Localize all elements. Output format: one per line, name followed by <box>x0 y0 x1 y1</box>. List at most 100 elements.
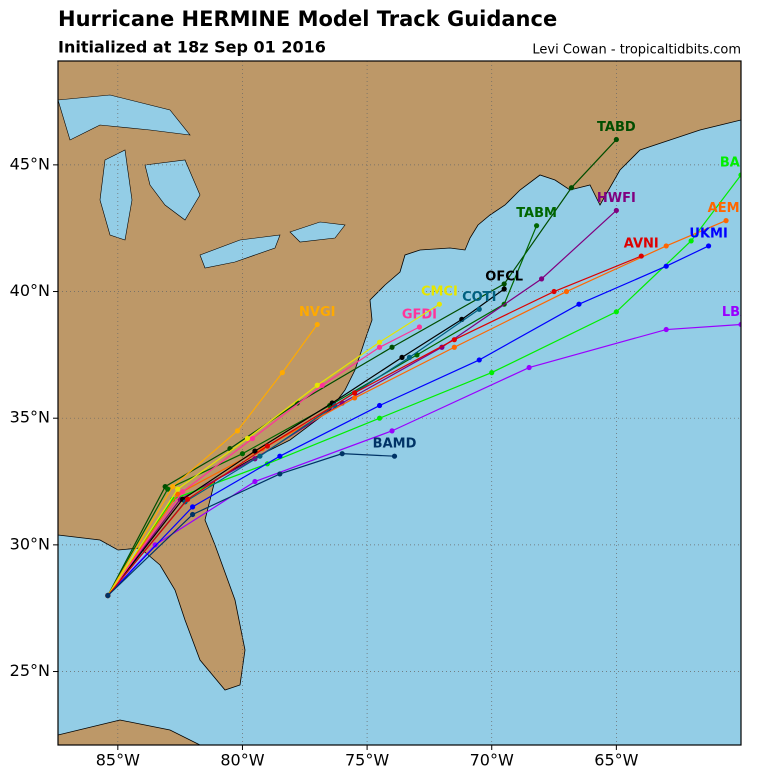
model-label: TABM <box>516 206 557 221</box>
track-point <box>105 592 111 599</box>
track-point <box>352 395 358 401</box>
track-point <box>416 324 423 330</box>
track-point <box>663 263 669 269</box>
x-tick-label: 65°W <box>594 751 638 768</box>
track-point <box>526 364 532 371</box>
track-point <box>568 185 575 191</box>
model-label: NVGI <box>299 305 335 320</box>
model-label: AVNI <box>624 237 659 252</box>
model-label: BAMS <box>720 156 762 171</box>
track-point <box>501 281 507 287</box>
track-line <box>107 303 440 596</box>
great-lakes <box>58 94 346 269</box>
title: Hurricane HERMINE Model Track Guidance <box>58 7 557 31</box>
model-label: AEMI <box>708 201 745 216</box>
track-point <box>376 402 383 409</box>
tracks: TABDTABMHWFIBAMSAEMILBARUKMIOFCLCOTIGFDI… <box>105 120 762 599</box>
track-point <box>738 321 741 328</box>
y-tick-label: 35°N <box>10 408 50 427</box>
track-point <box>613 136 619 143</box>
track-point <box>239 451 246 457</box>
track-point <box>663 243 669 249</box>
cuba <box>58 719 201 745</box>
model-label: LBAR <box>722 305 760 320</box>
track-point <box>319 382 325 388</box>
track-point <box>436 301 442 307</box>
track-point <box>723 218 729 224</box>
track-point <box>399 354 405 360</box>
track-point <box>476 357 482 363</box>
track-line <box>107 139 617 596</box>
track-point <box>314 321 320 328</box>
y-tick-label: 45°N <box>10 154 50 173</box>
model-label: TABD <box>597 120 636 135</box>
y-tick-label: 25°N <box>10 661 50 680</box>
x-tick-label: 70°W <box>470 751 514 768</box>
track-point <box>705 243 712 249</box>
land <box>58 61 741 691</box>
track-line <box>107 245 709 596</box>
track-point <box>538 276 545 282</box>
track-point <box>406 354 413 360</box>
track-point <box>489 370 495 376</box>
track-point <box>244 435 251 442</box>
track-point <box>234 428 241 434</box>
track-line <box>107 326 420 596</box>
model-label: OFCL <box>485 270 523 285</box>
track-point <box>688 238 694 244</box>
x-tick-label: 80°W <box>220 751 264 768</box>
map-area: TABDTABMHWFIBAMSAEMILBARUKMIOFCLCOTIGFDI… <box>58 61 762 745</box>
track-point <box>252 448 258 454</box>
track-point <box>264 443 270 449</box>
track-point <box>638 253 644 259</box>
track-point <box>175 486 181 492</box>
y-tick-label: 30°N <box>10 534 50 553</box>
track-point <box>257 453 263 459</box>
track-point <box>376 339 383 345</box>
track-point <box>314 382 320 388</box>
track-point <box>476 306 482 312</box>
model-label: CMCI <box>421 285 458 300</box>
track-point <box>501 286 507 292</box>
track-point <box>185 496 191 502</box>
track-point <box>663 326 669 333</box>
track-point <box>563 288 570 295</box>
model-label: HWFI <box>597 191 636 206</box>
track-point <box>190 504 196 510</box>
track-point <box>152 542 158 548</box>
track-point <box>352 390 358 396</box>
track-point <box>533 223 540 229</box>
track-point <box>175 491 181 497</box>
x-tick-label: 75°W <box>345 751 389 768</box>
track-point <box>376 344 383 350</box>
track-point <box>339 451 345 457</box>
track-point <box>279 370 285 376</box>
track-point <box>613 309 619 315</box>
model-label: UKMI <box>689 226 727 241</box>
track-point <box>391 453 398 459</box>
track-point <box>277 471 283 477</box>
track-point <box>190 511 196 518</box>
track-point <box>576 301 582 307</box>
y-tick-label: 40°N <box>10 281 50 300</box>
track-point <box>277 453 283 459</box>
model-label: COTI <box>462 290 496 305</box>
track-point <box>165 486 171 492</box>
track-point <box>451 337 457 343</box>
credit: Levi Cowan - tropicaltidbits.com <box>532 43 741 58</box>
track-line <box>107 174 741 596</box>
x-tick-label: 85°W <box>96 751 140 768</box>
track-point <box>389 428 395 434</box>
map-frame <box>57 60 742 746</box>
track-point <box>551 288 557 295</box>
track-point <box>180 489 186 495</box>
track-point <box>613 207 619 214</box>
track-point <box>252 478 258 485</box>
track-line <box>107 220 727 596</box>
subtitle: Initialized at 18z Sep 01 2016 <box>58 38 326 57</box>
axes: 85°W 80°W 75°W 70°W 65°W 25°N 30°N 35°N 40°N 45°N <box>10 154 639 768</box>
track-point <box>389 344 395 350</box>
track-point <box>249 435 256 442</box>
track-point <box>170 484 176 490</box>
